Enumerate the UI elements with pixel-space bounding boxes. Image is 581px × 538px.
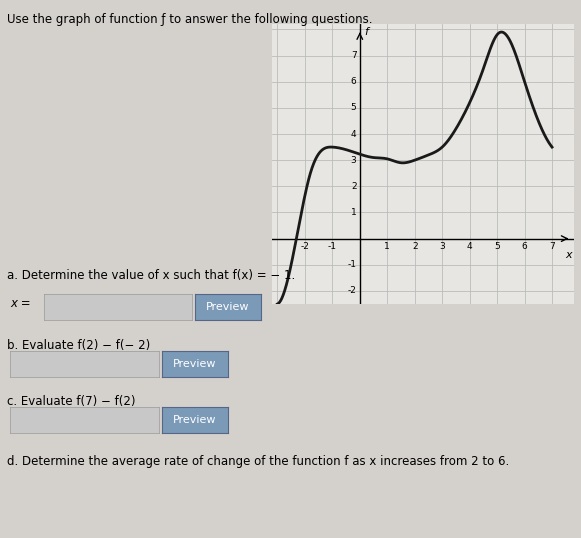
Text: Preview: Preview	[173, 359, 217, 369]
Text: a. Determine the value of x such that f(x) = − 1.: a. Determine the value of x such that f(…	[7, 269, 295, 282]
Text: x: x	[565, 250, 572, 260]
Text: 5: 5	[351, 103, 357, 112]
Text: 4: 4	[351, 130, 357, 138]
Text: Preview: Preview	[173, 415, 217, 425]
Text: 1: 1	[385, 242, 390, 251]
Text: 7: 7	[351, 51, 357, 60]
Text: Use the graph of function ƒ to answer the following questions.: Use the graph of function ƒ to answer th…	[7, 13, 372, 26]
Text: x =: x =	[10, 298, 31, 310]
Text: -1: -1	[328, 242, 337, 251]
Text: 2: 2	[412, 242, 418, 251]
Text: 5: 5	[494, 242, 500, 251]
Text: d. Determine the average rate of change of the function f as x increases from 2 : d. Determine the average rate of change …	[7, 455, 509, 468]
Text: 4: 4	[467, 242, 472, 251]
Text: -1: -1	[347, 260, 357, 269]
Text: 6: 6	[351, 77, 357, 86]
Text: 2: 2	[351, 182, 357, 191]
Text: Preview: Preview	[206, 302, 250, 312]
Text: b. Evaluate f(2) − f(− 2): b. Evaluate f(2) − f(− 2)	[7, 339, 150, 352]
Text: -2: -2	[300, 242, 309, 251]
Text: 3: 3	[351, 155, 357, 165]
Text: c. Evaluate f(7) − f(2): c. Evaluate f(7) − f(2)	[7, 395, 135, 408]
Text: 7: 7	[549, 242, 555, 251]
Text: 3: 3	[439, 242, 445, 251]
Text: -2: -2	[347, 286, 357, 295]
Text: f: f	[365, 27, 368, 37]
Text: 6: 6	[522, 242, 528, 251]
Text: 1: 1	[351, 208, 357, 217]
